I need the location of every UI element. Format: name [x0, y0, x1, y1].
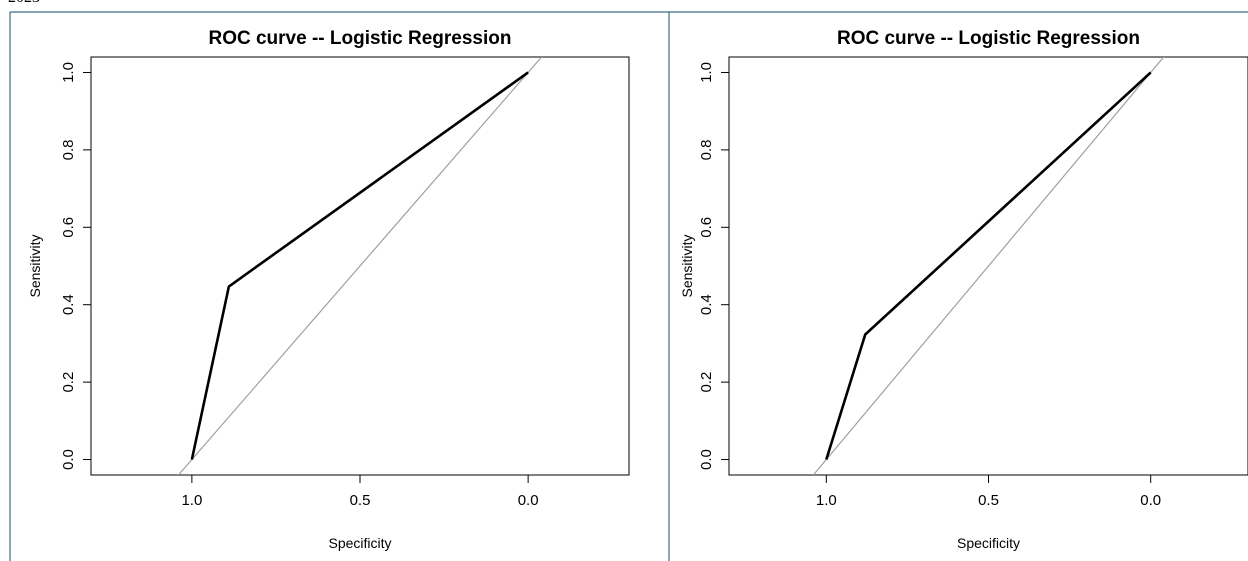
chart-title-left: ROC curve -- Logistic Regression: [208, 28, 511, 49]
roc-curve-left: [190, 71, 529, 460]
top-text-fragment: 2023: [8, 0, 40, 6]
y-tick-label-right: 0.8: [698, 139, 715, 160]
x-tick-label-left: 0.0: [518, 492, 539, 509]
y-tick-label-right: 0.6: [698, 217, 715, 238]
reference-line-left: [177, 57, 543, 475]
roc-curve-right: [825, 71, 1152, 460]
x-tick-label-right: 0.0: [1140, 492, 1161, 509]
chart-title-right: ROC curve -- Logistic Regression: [837, 28, 1140, 49]
x-axis-label-right: Specificity: [957, 535, 1020, 551]
y-axis-label-right: Sensitivity: [679, 234, 695, 297]
y-tick-label-left: 0.2: [60, 372, 77, 393]
y-axis-label-left: Sensitivity: [27, 234, 43, 297]
y-tick-label-left: 0.4: [60, 294, 77, 315]
x-tick-label-left: 1.0: [181, 492, 202, 509]
reference-line-right: [812, 57, 1165, 475]
x-tick-label-right: 0.5: [978, 492, 999, 509]
y-tick-label-right: 1.0: [698, 62, 715, 83]
y-tick-label-left: 0.8: [60, 139, 77, 160]
y-tick-label-right: 0.4: [698, 294, 715, 315]
y-tick-label-left: 1.0: [60, 62, 77, 83]
y-tick-label-right: 0.0: [698, 449, 715, 470]
x-tick-label-right: 1.0: [816, 492, 837, 509]
x-tick-label-left: 0.5: [350, 492, 371, 509]
y-tick-label-left: 0.6: [60, 217, 77, 238]
x-axis-label-left: Specificity: [328, 535, 391, 551]
y-tick-label-left: 0.0: [60, 449, 77, 470]
y-tick-label-right: 0.2: [698, 372, 715, 393]
